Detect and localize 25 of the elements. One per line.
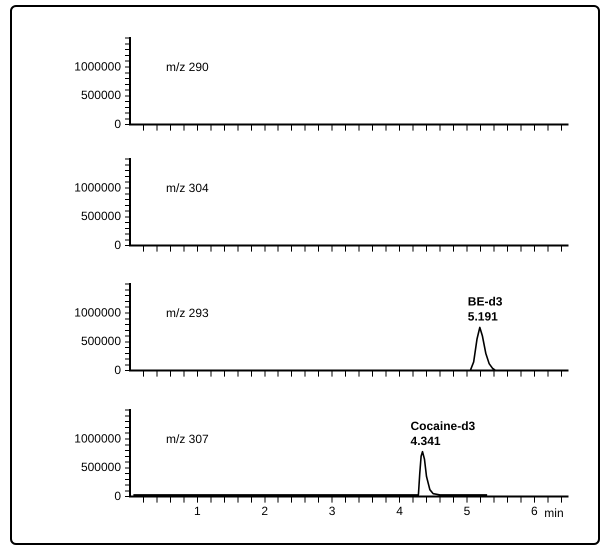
y-tick-label: 0 <box>114 116 122 131</box>
x-tick-label: 1 <box>194 504 202 518</box>
y-tick-label: 500000 <box>80 88 122 102</box>
y-tick-label: 1000000 <box>74 305 122 320</box>
y-tick-label: 500000 <box>80 334 122 348</box>
y-tick-label: 0 <box>114 238 122 252</box>
annotation: m/z 304 <box>166 180 210 195</box>
y-tick-label: 0 <box>114 362 122 377</box>
y-tick-label: 1000000 <box>74 59 122 74</box>
y-tick-label: 1000000 <box>74 180 122 194</box>
annotation: m/z 290 <box>166 60 210 74</box>
annotation: m/z 293 <box>166 306 210 320</box>
x-tick-label: 4 <box>396 504 404 518</box>
y-tick-label: 1000000 <box>74 431 122 446</box>
y-tick-label: 0 <box>114 488 122 503</box>
x-tick-label: 5 <box>464 504 471 518</box>
y-tick-label: 500000 <box>80 209 122 224</box>
annotation: BE-d3 5.191 <box>468 294 503 324</box>
x-tick-label: 3 <box>328 504 336 518</box>
annotation: m/z 307 <box>166 432 210 446</box>
x-axis-title: min <box>544 506 564 520</box>
y-tick-label: 500000 <box>80 460 122 474</box>
x-tick-label: 2 <box>261 504 268 518</box>
annotation: Cocaine-d3 4.341 <box>410 418 476 448</box>
x-tick-label: 6 <box>530 504 538 518</box>
